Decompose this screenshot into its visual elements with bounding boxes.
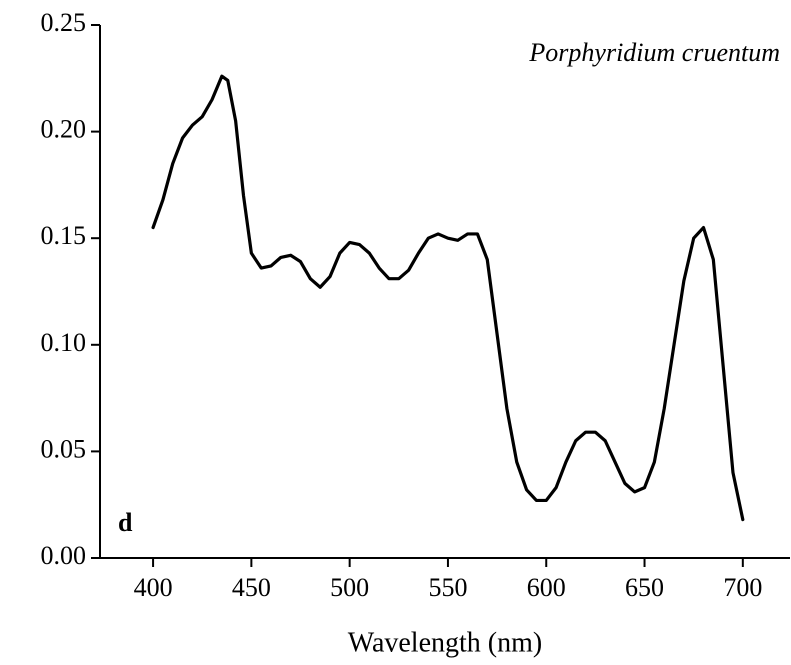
y-tick-label: 0.15 <box>41 221 87 250</box>
y-tick-label: 0.00 <box>41 541 87 570</box>
x-tick-label: 500 <box>330 573 369 602</box>
x-axis-label: Wavelength (nm) <box>348 627 542 658</box>
spectrum-line <box>151 74 745 522</box>
x-tick-label: 700 <box>723 573 762 602</box>
x-tick-label: 600 <box>527 573 566 602</box>
species-label: Porphyridium cruentum <box>528 38 780 67</box>
y-tick-label: 0.25 <box>41 8 87 37</box>
y-tick-label: 0.05 <box>41 434 87 463</box>
y-tick-label: 0.10 <box>41 328 87 357</box>
x-tick-label: 550 <box>428 573 467 602</box>
x-tick-label: 450 <box>232 573 271 602</box>
x-tick-label: 400 <box>134 573 173 602</box>
y-tick-label: 0.20 <box>41 115 87 144</box>
panel-label: d <box>118 508 133 537</box>
x-tick-label: 650 <box>625 573 664 602</box>
